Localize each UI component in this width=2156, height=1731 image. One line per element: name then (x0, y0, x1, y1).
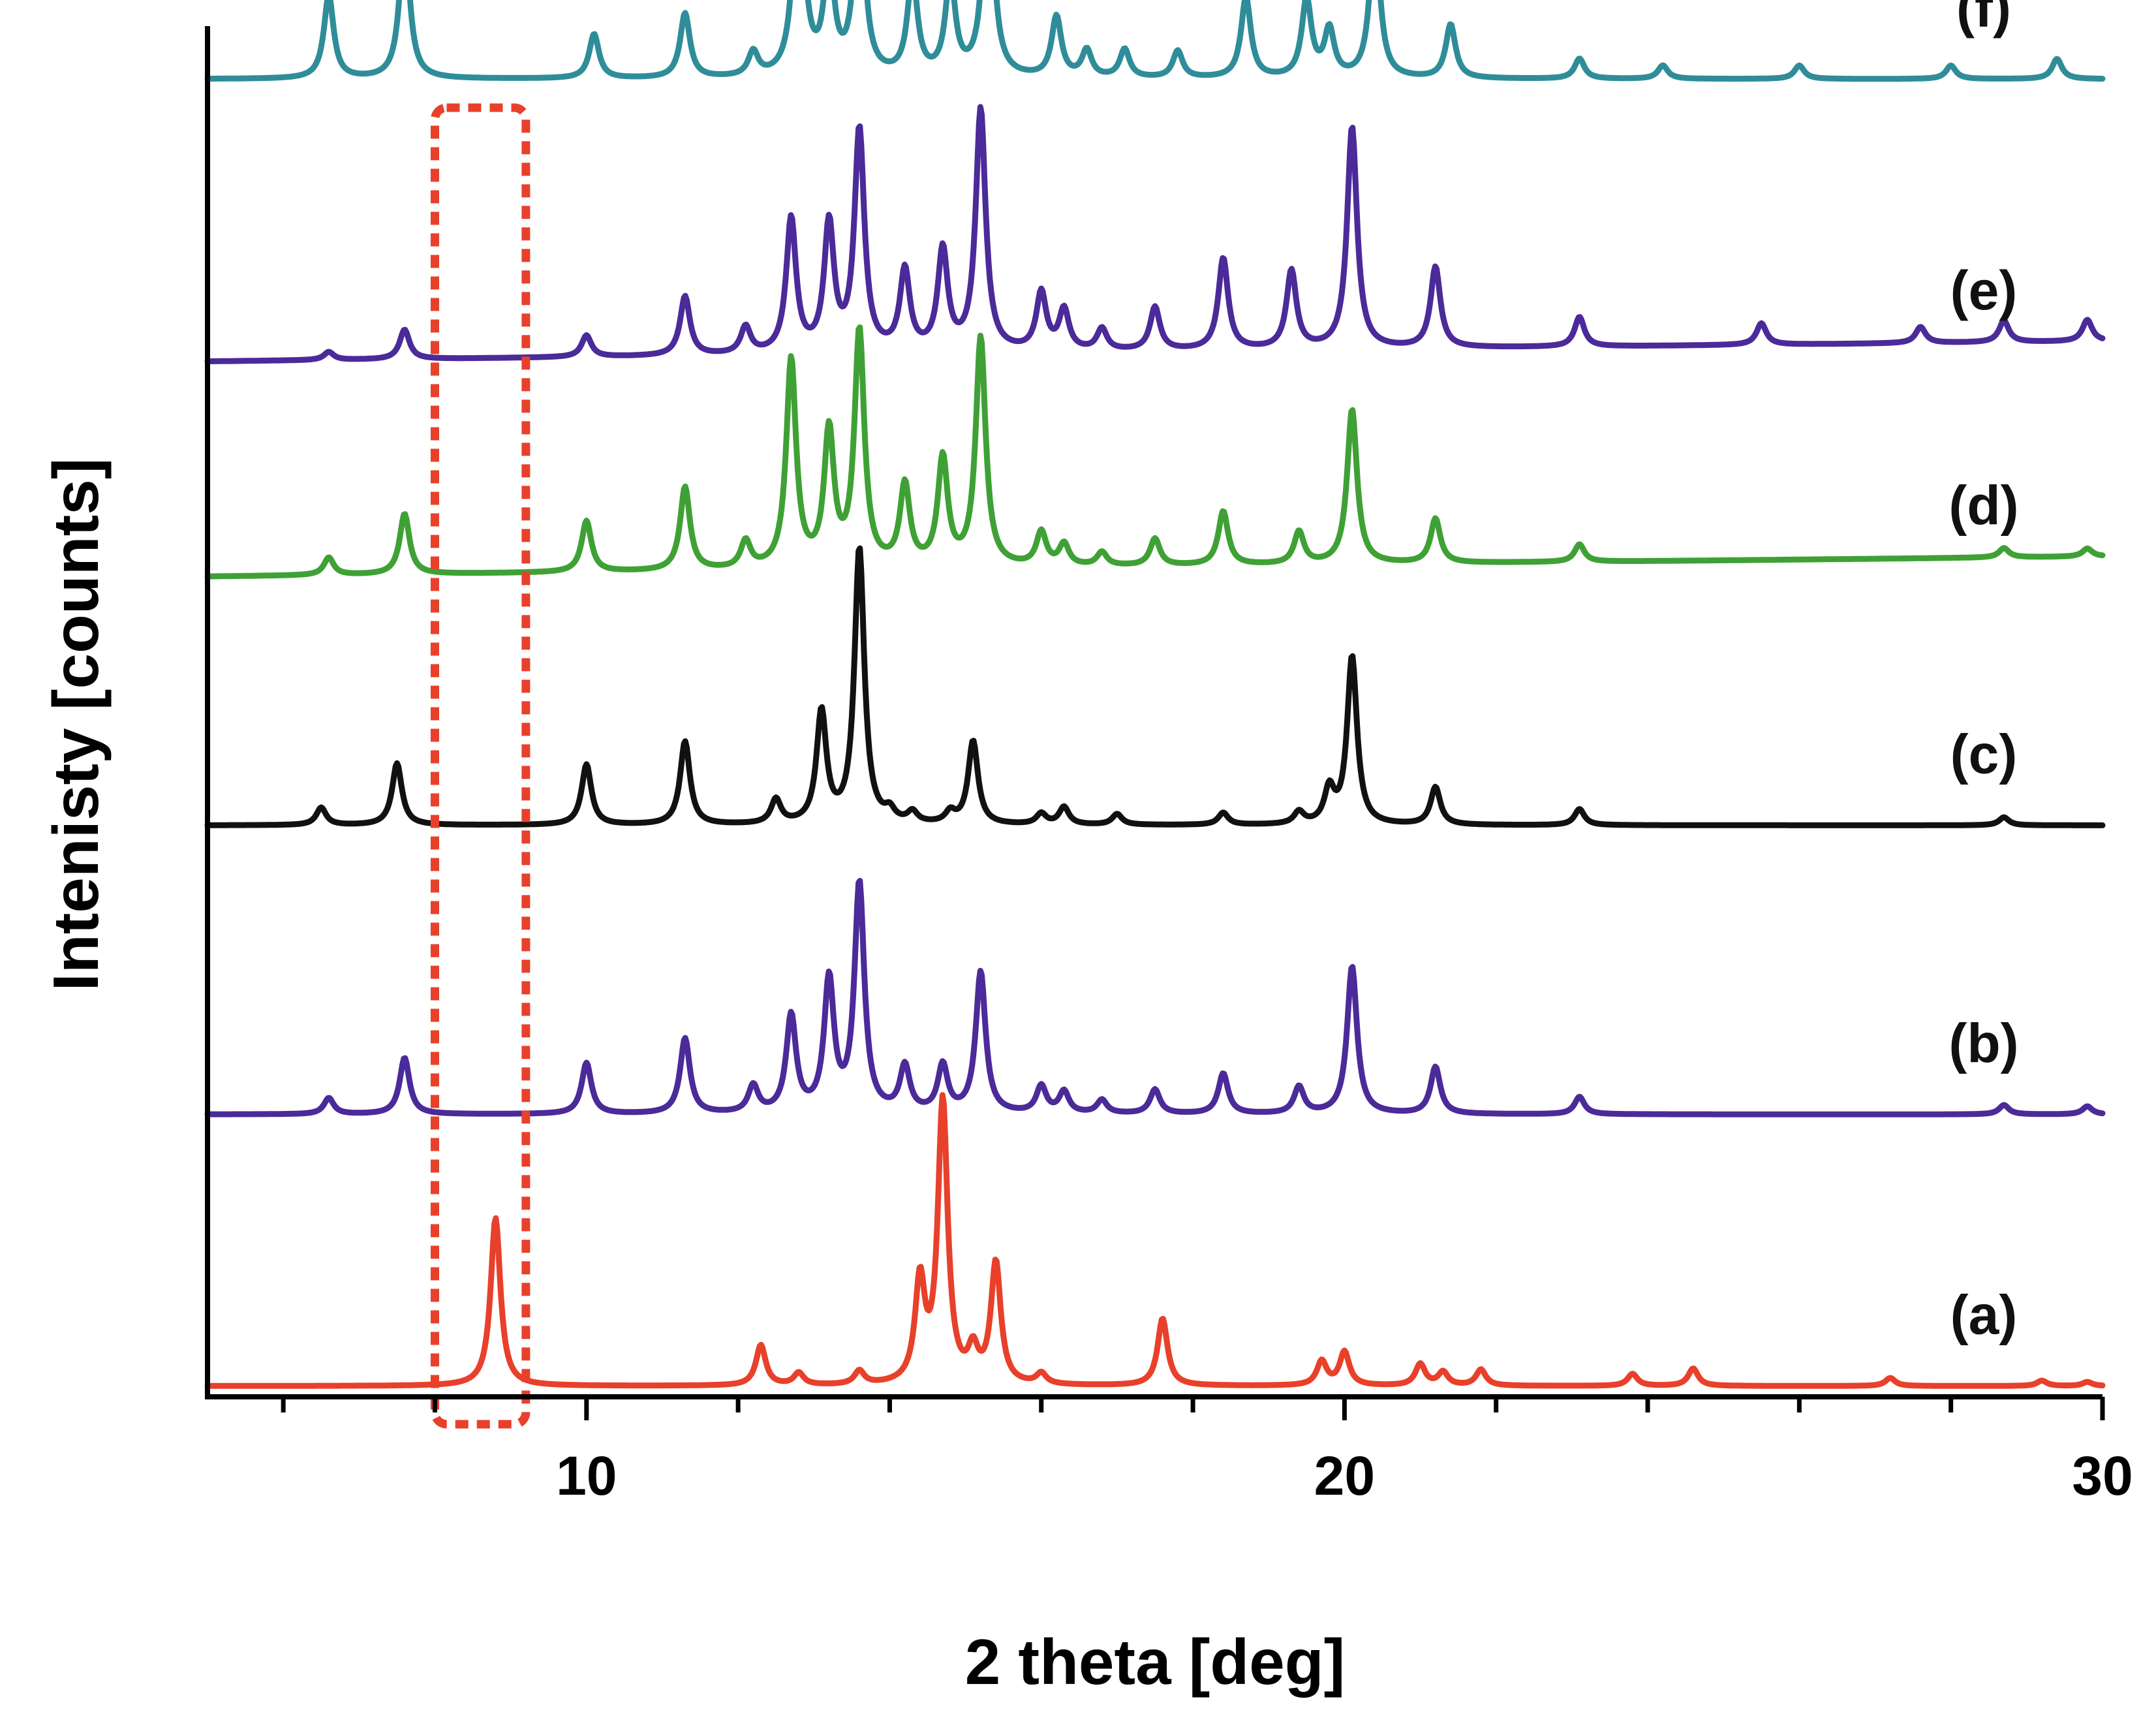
series-trace-c (204, 545, 2106, 828)
series-label-d: (d) (1948, 475, 2018, 536)
x-tick-label-10: 10 (556, 1445, 617, 1506)
series-label-c: (c) (1950, 724, 2018, 785)
x-ticks (281, 1397, 2105, 1420)
series-trace-f (204, 0, 2106, 82)
series-label-b: (b) (1948, 1012, 2018, 1074)
highlight-region-box (430, 103, 531, 1429)
series-label-e: (e) (1950, 260, 2018, 321)
series-trace-e (204, 104, 2106, 365)
y-axis-title: Intenisty [counts] (40, 458, 112, 991)
series-traces (204, 0, 2106, 1389)
series-trace-b (204, 878, 2106, 1117)
axes: 10 20 30 (205, 26, 2133, 1506)
x-tick-label-30: 30 (2072, 1445, 2133, 1506)
series-trace-a (204, 1092, 2106, 1389)
x-tick-label-20: 20 (1314, 1445, 1375, 1506)
series-labels: (a) (b) (c) (d) (e) (f) (1948, 0, 2018, 1346)
x-axis-title: 2 theta [deg] (965, 1626, 1346, 1698)
x-tick-labels: 10 20 30 (556, 1445, 2133, 1506)
series-label-f: (f) (1956, 0, 2011, 39)
series-label-a: (a) (1950, 1285, 2018, 1346)
series-trace-d (204, 324, 2106, 580)
